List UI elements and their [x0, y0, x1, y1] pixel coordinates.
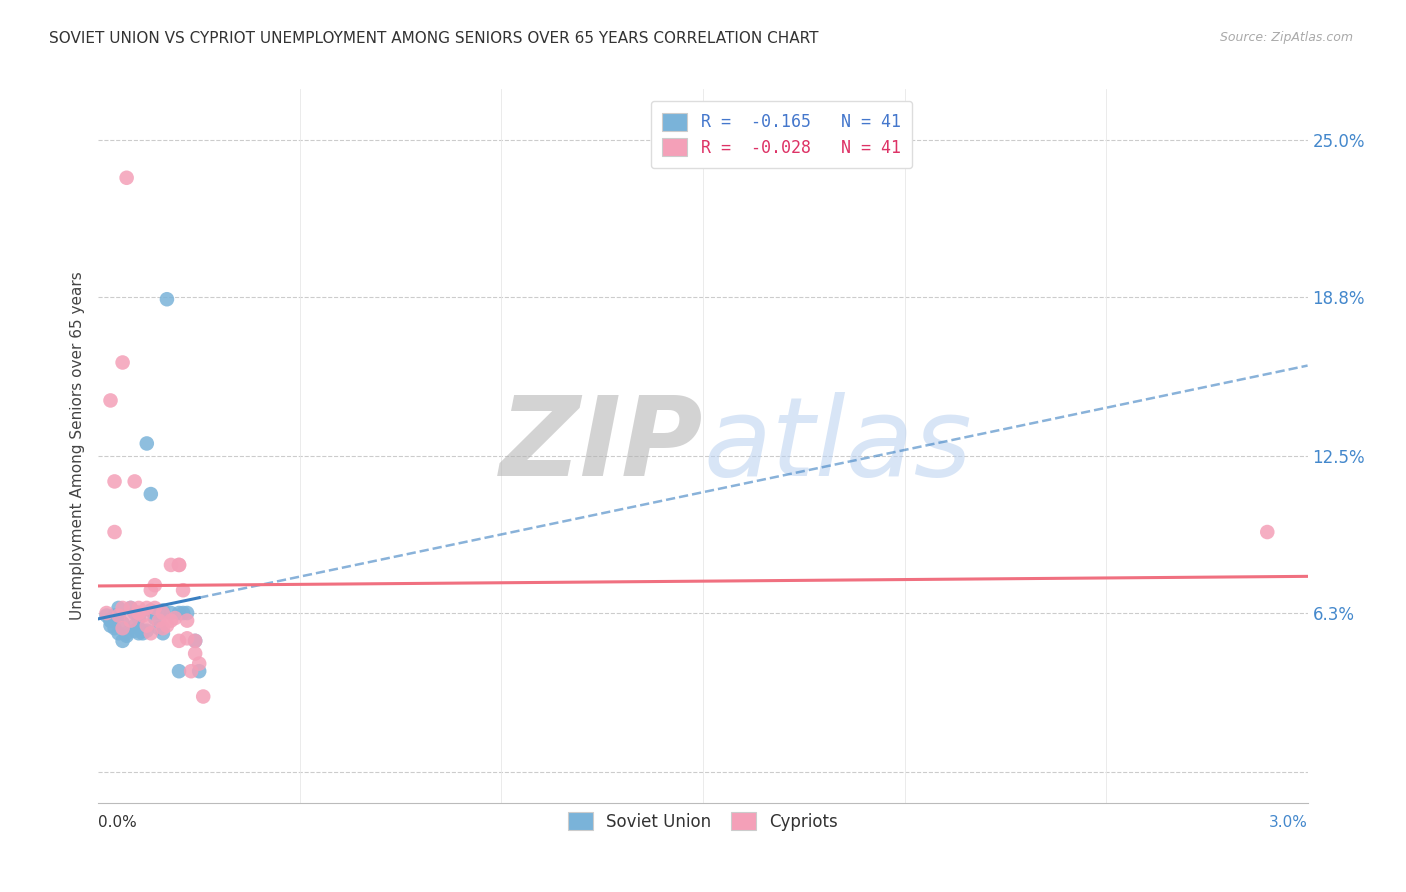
Point — [160, 606, 183, 620]
Point — [167, 633, 190, 648]
Point — [128, 606, 150, 620]
Point — [107, 626, 129, 640]
Point — [152, 603, 174, 617]
Point — [172, 583, 194, 598]
Point — [156, 292, 179, 306]
Point — [184, 633, 207, 648]
Point — [188, 664, 211, 678]
Point — [107, 601, 129, 615]
Point — [103, 608, 125, 623]
Point — [167, 606, 190, 620]
Point — [163, 611, 186, 625]
Point — [184, 647, 207, 661]
Point — [172, 606, 194, 620]
Point — [152, 626, 174, 640]
Point — [176, 606, 198, 620]
Point — [139, 626, 162, 640]
Point — [115, 626, 138, 640]
Text: 3.0%: 3.0% — [1268, 815, 1308, 830]
Point — [124, 624, 146, 638]
Point — [115, 629, 138, 643]
Point — [135, 624, 157, 638]
Point — [148, 614, 170, 628]
Point — [167, 558, 190, 572]
Legend: Soviet Union, Cypriots: Soviet Union, Cypriots — [561, 805, 845, 838]
Point — [120, 614, 142, 628]
Point — [103, 524, 125, 539]
Point — [120, 601, 142, 615]
Point — [160, 614, 183, 628]
Point — [96, 606, 118, 620]
Point — [128, 621, 150, 635]
Text: Source: ZipAtlas.com: Source: ZipAtlas.com — [1219, 31, 1353, 45]
Point — [115, 170, 138, 185]
Y-axis label: Unemployment Among Seniors over 65 years: Unemployment Among Seniors over 65 years — [69, 272, 84, 620]
Point — [135, 436, 157, 450]
Point — [103, 621, 125, 635]
Point — [176, 632, 198, 646]
Point — [100, 393, 122, 408]
Point — [100, 614, 122, 628]
Point — [188, 657, 211, 671]
Point — [176, 614, 198, 628]
Point — [148, 621, 170, 635]
Point — [132, 626, 155, 640]
Point — [100, 614, 122, 628]
Text: SOVIET UNION VS CYPRIOT UNEMPLOYMENT AMONG SENIORS OVER 65 YEARS CORRELATION CHA: SOVIET UNION VS CYPRIOT UNEMPLOYMENT AMO… — [49, 31, 818, 46]
Point — [143, 606, 166, 620]
Point — [167, 664, 190, 678]
Point — [139, 583, 162, 598]
Point — [132, 624, 155, 638]
Point — [135, 618, 157, 632]
Point — [120, 601, 142, 615]
Point — [107, 608, 129, 623]
Point — [128, 611, 150, 625]
Text: 0.0%: 0.0% — [98, 815, 138, 830]
Point — [193, 690, 215, 704]
Point — [111, 621, 134, 635]
Point — [128, 626, 150, 640]
Point — [167, 558, 190, 572]
Point — [124, 618, 146, 632]
Point — [103, 475, 125, 489]
Point — [111, 616, 134, 631]
Point — [111, 633, 134, 648]
Point — [180, 664, 202, 678]
Point — [124, 606, 146, 620]
Point — [143, 611, 166, 625]
Point — [111, 355, 134, 369]
Point — [148, 606, 170, 620]
Point — [135, 601, 157, 615]
Point — [96, 608, 118, 623]
Point — [128, 601, 150, 615]
Point — [100, 618, 122, 632]
Point — [1256, 524, 1278, 539]
Point — [156, 618, 179, 632]
Point — [152, 621, 174, 635]
Point — [107, 608, 129, 623]
Text: ZIP: ZIP — [499, 392, 703, 500]
Point — [132, 608, 155, 623]
Point — [139, 487, 162, 501]
Text: atlas: atlas — [703, 392, 972, 500]
Point — [128, 606, 150, 620]
Point — [152, 606, 174, 620]
Point — [160, 558, 183, 572]
Point — [143, 578, 166, 592]
Point — [143, 601, 166, 615]
Point — [128, 606, 150, 620]
Point — [139, 603, 162, 617]
Point — [111, 601, 134, 615]
Point — [184, 633, 207, 648]
Point — [124, 475, 146, 489]
